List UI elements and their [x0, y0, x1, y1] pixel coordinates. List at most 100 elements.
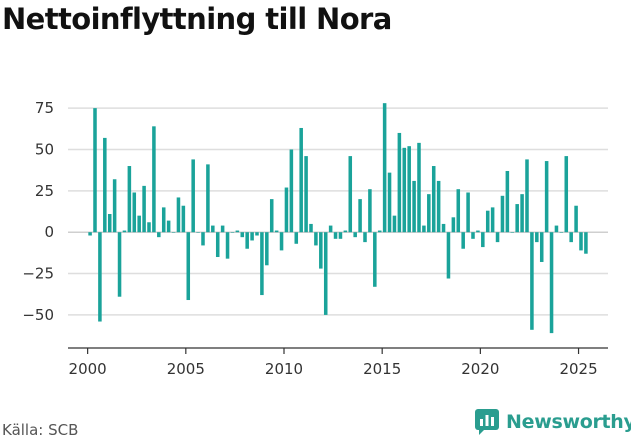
- x-tick-label: 2025: [559, 360, 597, 378]
- x-tick-label: 2000: [69, 360, 107, 378]
- bar: [456, 189, 461, 233]
- bar: [417, 142, 421, 233]
- bar: [333, 232, 338, 239]
- brand[interactable]: Newsworthy: [475, 408, 631, 436]
- newsworthy-logo-icon: [475, 409, 499, 435]
- bar: [471, 232, 475, 239]
- bar: [574, 205, 578, 233]
- bar: [269, 199, 274, 233]
- bar: [157, 232, 161, 238]
- bar: [397, 132, 402, 233]
- y-tick-label: −50: [22, 306, 54, 324]
- bar: [407, 146, 411, 233]
- bar: [358, 199, 362, 233]
- bar: [520, 194, 524, 233]
- bar: [525, 159, 529, 233]
- bar: [466, 192, 470, 233]
- bar: [510, 232, 515, 233]
- bars: [88, 103, 588, 334]
- source-label: Källa: SCB: [2, 421, 79, 439]
- bar: [294, 232, 299, 244]
- bar: [328, 225, 333, 233]
- bar: [338, 232, 343, 239]
- bar: [392, 215, 397, 233]
- bar: [530, 232, 534, 330]
- bar: [368, 189, 372, 233]
- bar: [107, 214, 112, 233]
- bar: [505, 170, 510, 233]
- bar-chart: −50 −25 0 25 50 75 2000 2005 2010 2015 2020 2025: [22, 99, 608, 378]
- bar: [490, 207, 495, 233]
- axes: −50 −25 0 25 50 75 2000 2005 2010 2015 2020 2025: [22, 99, 608, 378]
- bar: [387, 172, 392, 233]
- bar: [235, 230, 240, 233]
- bar: [161, 207, 166, 233]
- bar: [441, 223, 446, 233]
- bar: [260, 232, 264, 296]
- x-tick-label: 2020: [461, 360, 499, 378]
- bar: [353, 232, 357, 238]
- bar: [137, 215, 141, 233]
- x-tick-label: 2005: [167, 360, 205, 378]
- bar: [166, 220, 171, 233]
- bar: [211, 225, 215, 233]
- bar: [299, 127, 303, 233]
- bar: [181, 205, 186, 233]
- bar: [348, 156, 353, 233]
- chart-title: Nettoinflyttning till Nora: [2, 2, 392, 36]
- bar: [279, 232, 284, 251]
- bar: [343, 230, 348, 233]
- bar: [569, 232, 573, 243]
- bar: [274, 230, 279, 233]
- x-tick-label: 2015: [363, 360, 401, 378]
- bar: [363, 232, 367, 243]
- bar: [584, 232, 588, 254]
- bar: [225, 232, 230, 259]
- bar: [549, 232, 554, 334]
- bar: [564, 156, 569, 233]
- bar: [422, 225, 426, 233]
- bar: [230, 232, 235, 233]
- bar: [265, 232, 269, 266]
- bar: [559, 232, 564, 233]
- y-tick-label: −25: [22, 265, 54, 283]
- bar: [186, 232, 191, 301]
- bar: [579, 232, 583, 251]
- bar: [215, 232, 220, 258]
- bar: [117, 232, 122, 297]
- bar: [201, 232, 205, 246]
- bar: [152, 126, 156, 233]
- x-tick-label: 2010: [265, 360, 303, 378]
- bar: [98, 232, 102, 322]
- bar: [535, 232, 539, 243]
- bar: [196, 232, 200, 233]
- bar: [461, 232, 465, 249]
- bar: [284, 187, 289, 233]
- bar: [88, 232, 92, 236]
- bar: [255, 232, 259, 236]
- bar: [206, 164, 210, 233]
- bar: [451, 217, 456, 233]
- bar: [500, 195, 505, 233]
- bar: [309, 223, 313, 233]
- bar: [485, 210, 490, 233]
- bar: [112, 179, 117, 233]
- bar: [431, 166, 436, 233]
- bar: [481, 232, 485, 248]
- bar: [93, 108, 97, 233]
- y-tick-label: 0: [44, 223, 54, 241]
- bar: [122, 230, 127, 233]
- bar: [373, 232, 377, 287]
- bar: [103, 137, 107, 233]
- bar: [476, 230, 480, 233]
- bar: [554, 225, 559, 233]
- bar: [176, 197, 181, 233]
- bar: [304, 156, 308, 233]
- bar: [220, 225, 225, 233]
- brand-name: Newsworthy: [506, 411, 631, 433]
- bar: [289, 149, 294, 233]
- bar: [245, 232, 249, 249]
- bar: [250, 232, 254, 241]
- bar: [412, 180, 416, 233]
- y-tick-label: 25: [35, 182, 54, 200]
